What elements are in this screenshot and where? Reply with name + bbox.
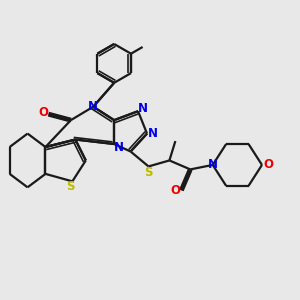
Text: N: N bbox=[208, 158, 218, 171]
Text: S: S bbox=[144, 166, 153, 179]
Text: O: O bbox=[263, 158, 273, 171]
Text: N: N bbox=[88, 100, 98, 113]
Text: N: N bbox=[137, 102, 148, 115]
Text: O: O bbox=[38, 106, 48, 119]
Text: O: O bbox=[170, 184, 180, 197]
Text: S: S bbox=[67, 180, 75, 193]
Text: N: N bbox=[114, 140, 124, 154]
Text: N: N bbox=[148, 127, 158, 140]
